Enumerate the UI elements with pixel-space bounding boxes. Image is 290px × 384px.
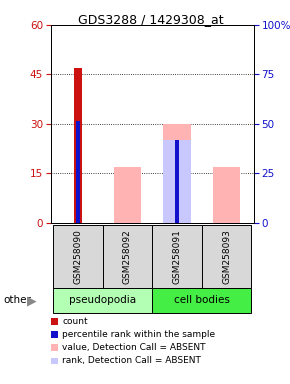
- Text: count: count: [62, 317, 88, 326]
- Bar: [74, 68, 82, 223]
- Bar: [76, 121, 80, 223]
- Text: value, Detection Call = ABSENT: value, Detection Call = ABSENT: [62, 343, 206, 353]
- Bar: [163, 140, 191, 223]
- Bar: [114, 167, 141, 223]
- Text: GSM258092: GSM258092: [123, 229, 132, 284]
- Text: GDS3288 / 1429308_at: GDS3288 / 1429308_at: [78, 13, 224, 26]
- Text: GSM258090: GSM258090: [73, 229, 82, 284]
- Bar: [103, 225, 152, 288]
- Bar: [152, 225, 202, 288]
- Text: other: other: [3, 295, 31, 306]
- Text: GSM258093: GSM258093: [222, 229, 231, 284]
- Text: cell bodies: cell bodies: [174, 295, 230, 306]
- Text: pseudopodia: pseudopodia: [69, 295, 136, 306]
- Bar: [152, 288, 251, 313]
- Bar: [213, 167, 240, 223]
- Bar: [175, 140, 179, 223]
- Text: ▶: ▶: [27, 294, 37, 307]
- Text: rank, Detection Call = ABSENT: rank, Detection Call = ABSENT: [62, 356, 201, 366]
- Bar: [202, 225, 251, 288]
- Bar: [163, 124, 191, 223]
- Bar: [53, 225, 103, 288]
- Text: GSM258091: GSM258091: [173, 229, 182, 284]
- Bar: [53, 288, 152, 313]
- Text: percentile rank within the sample: percentile rank within the sample: [62, 330, 215, 339]
